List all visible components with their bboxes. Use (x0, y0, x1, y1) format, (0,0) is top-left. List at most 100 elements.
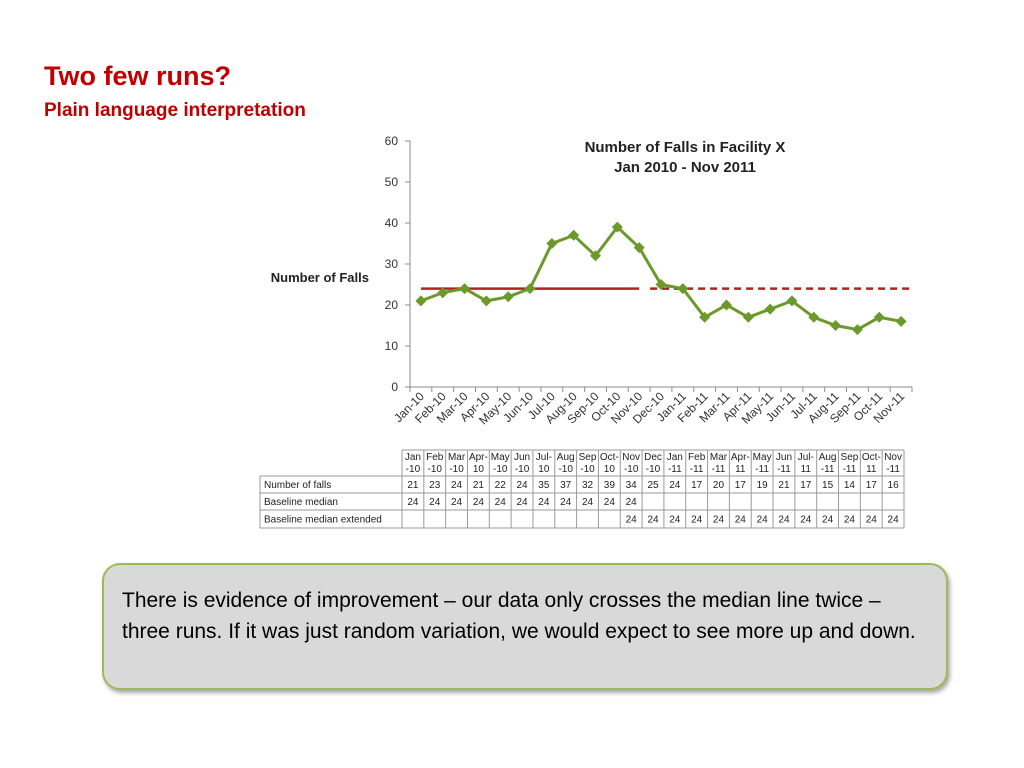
table-header-cell: Apr- (469, 452, 488, 463)
falls-point (895, 315, 907, 327)
table-cell: 20 (713, 480, 725, 491)
falls-point (611, 221, 623, 233)
table-cell: 21 (473, 480, 485, 491)
table-cell: 24 (669, 515, 681, 526)
table-header-cell: 11 (866, 464, 877, 475)
table-cell: 24 (626, 515, 638, 526)
table-cell: 24 (473, 497, 485, 508)
table-header-cell: Jul- (536, 452, 552, 463)
falls-point (851, 324, 863, 336)
table-header-cell: Feb (426, 452, 444, 463)
falls-point (502, 291, 514, 303)
table-cell: 24 (495, 497, 507, 508)
falls-point (873, 311, 885, 323)
table-cell: 24 (757, 515, 769, 526)
falls-point (830, 320, 842, 331)
table-cell: 24 (451, 480, 463, 491)
table-header-cell: -10 (493, 464, 508, 475)
y-tick-label: 0 (391, 380, 398, 394)
table-header-cell: Jan (667, 452, 683, 463)
table-header-cell: -11 (668, 464, 682, 475)
falls-point (590, 250, 602, 262)
table-header-cell: Sep (841, 452, 859, 463)
table-cell: 24 (691, 515, 703, 526)
table-cell: 24 (538, 497, 550, 508)
table-cell: 24 (713, 515, 725, 526)
table-cell: 24 (866, 515, 878, 526)
table-cell: 21 (407, 480, 419, 491)
falls-point (655, 279, 667, 290)
y-tick-label: 40 (385, 216, 399, 230)
table-header-cell: -11 (777, 464, 791, 475)
table-row-label: Number of falls (264, 480, 331, 491)
chart-title-line: Jan 2010 - Nov 2011 (614, 159, 756, 176)
table-header-cell: Dec (644, 452, 662, 463)
falls-point (786, 295, 798, 307)
table-header-cell: -10 (428, 464, 443, 475)
table-cell: 24 (844, 515, 856, 526)
table-header-cell: Aug (819, 452, 837, 463)
table-cell: 24 (669, 480, 681, 491)
table-header-cell: 11 (801, 464, 812, 475)
y-tick-label: 20 (385, 298, 399, 312)
table-header-cell: Apr- (731, 452, 750, 463)
slide-subtitle: Plain language interpretation (44, 100, 306, 121)
table-cell: 24 (735, 515, 747, 526)
table-header-cell: -11 (821, 464, 835, 475)
table-cell: 16 (888, 480, 900, 491)
table-header-cell: Jul- (798, 452, 814, 463)
table-header-cell: -10 (558, 464, 573, 475)
falls-chart: 0102030405060Jan-10Feb-10Mar-10Apr-10May… (259, 134, 913, 529)
table-cell: 17 (691, 480, 703, 491)
table-cell: 24 (582, 497, 594, 508)
table-cell: 24 (560, 497, 572, 508)
falls-point (677, 283, 689, 295)
table-cell: 24 (429, 497, 441, 508)
table-header-cell: -11 (712, 464, 726, 475)
table-header-cell: -11 (886, 464, 900, 475)
table-header-cell: -10 (646, 464, 661, 475)
falls-point (524, 283, 536, 295)
falls-point (742, 311, 754, 323)
table-header-cell: 10 (604, 464, 616, 475)
table-cell: 15 (822, 480, 834, 491)
falls-point (437, 287, 449, 299)
y-tick-label: 30 (385, 257, 399, 271)
table-cell: 17 (866, 480, 878, 491)
table-header-cell: -10 (406, 464, 421, 475)
table-header-cell: Jan (405, 452, 421, 463)
table-header-cell: Nov (622, 452, 640, 463)
table-header-cell: -10 (580, 464, 595, 475)
table-header-cell: Feb (688, 452, 706, 463)
table-cell: 24 (888, 515, 900, 526)
table-header-cell: Mar (710, 452, 728, 463)
callout-text: There is evidence of improvement – our d… (122, 589, 916, 643)
table-cell: 24 (451, 497, 463, 508)
table-cell: 21 (778, 480, 790, 491)
table-cell: 24 (647, 515, 659, 526)
table-header-cell: Jun (776, 452, 792, 463)
table-cell: 14 (844, 480, 856, 491)
table-cell: 37 (560, 480, 572, 491)
table-header-cell: Mar (448, 452, 466, 463)
table-header-cell: 10 (473, 464, 485, 475)
data-table: Jan-10Feb-10Mar-10Apr-10May-10Jun-10Jul-… (259, 449, 905, 529)
slide-title: Two few runs? (44, 61, 231, 91)
table-header-cell: -11 (755, 464, 769, 475)
table-cell: 24 (822, 515, 834, 526)
y-tick-label: 10 (385, 339, 399, 353)
table-row-label: Baseline median extended (264, 515, 382, 526)
table-header-cell: Sep (579, 452, 597, 463)
y-axis-label: Number of Falls (271, 270, 369, 285)
table-cell: 24 (604, 497, 616, 508)
falls-line (420, 224, 902, 332)
table-cell: 24 (516, 497, 528, 508)
table-header-cell: -10 (515, 464, 530, 475)
table-header-cell: 10 (538, 464, 550, 475)
falls-point (568, 229, 580, 241)
falls-point (459, 283, 471, 295)
falls-point (415, 295, 427, 307)
table-header-cell: Oct- (862, 452, 881, 463)
chart-labels: Number of Falls in Facility X Jan 2010 - … (271, 139, 786, 285)
chart-title-line: Number of Falls in Facility X (585, 139, 786, 156)
